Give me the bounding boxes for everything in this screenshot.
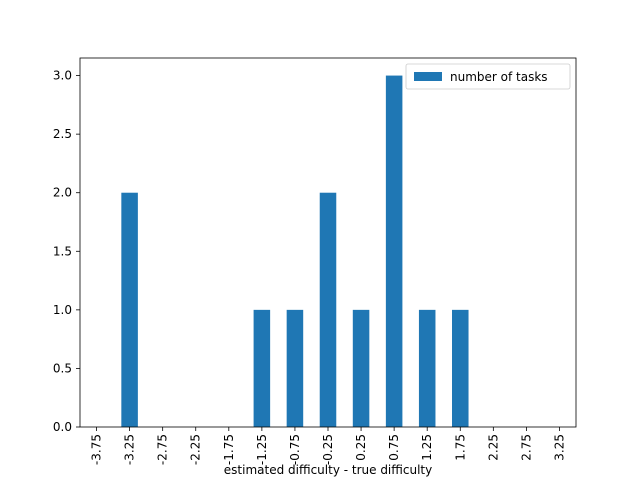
x-tick-label: 2.25 (486, 434, 500, 461)
legend-swatch (414, 72, 442, 81)
x-tick-label: 2.75 (519, 434, 533, 461)
legend-label: number of tasks (450, 70, 548, 84)
bar (418, 309, 436, 427)
x-tick-label: -3.25 (123, 434, 137, 465)
x-axis-label: estimated difficulty - true difficulty (224, 463, 432, 477)
bar (286, 309, 304, 427)
bar (352, 309, 370, 427)
y-tick-label: 0.0 (53, 420, 72, 434)
bar (121, 192, 138, 427)
y-tick-label: 0.5 (53, 361, 72, 375)
plot-frame (79, 57, 577, 428)
x-tick-label: -2.25 (189, 434, 203, 465)
y-tick-label: 2.5 (53, 127, 72, 141)
x-tick-label: -2.75 (156, 434, 170, 465)
y-tick-label: 1.0 (53, 303, 72, 317)
x-tick-label: 3.25 (552, 434, 566, 461)
y-tick-label: 2.0 (53, 186, 72, 200)
bar (319, 192, 337, 427)
x-tick-label: 0.25 (354, 434, 368, 461)
x-tick-label: 1.75 (453, 434, 467, 461)
y-tick-label: 1.5 (53, 244, 72, 258)
legend-box (405, 63, 571, 90)
bar (385, 75, 403, 428)
x-tick-label: -0.25 (321, 434, 335, 465)
x-tick-label: -3.75 (90, 434, 104, 465)
bar (452, 309, 469, 427)
x-tick-label: 1.25 (420, 434, 434, 461)
y-tick-label: 3.0 (53, 69, 72, 83)
x-tick-label: -1.25 (255, 434, 269, 465)
x-tick-label: -0.75 (288, 434, 302, 465)
x-tick-label: 0.75 (387, 434, 401, 461)
x-tick-label: -1.75 (222, 434, 236, 465)
bar (253, 309, 271, 427)
